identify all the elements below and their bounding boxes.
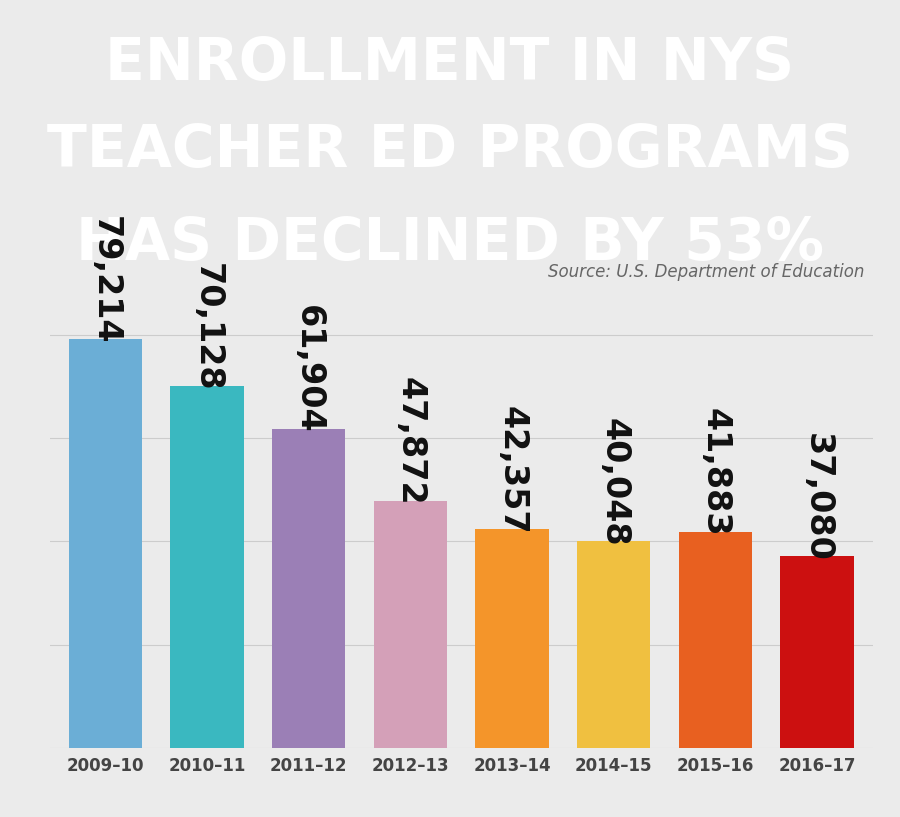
Text: 61,904: 61,904: [292, 305, 325, 434]
Bar: [679, 532, 752, 748]
Text: 40,048: 40,048: [598, 417, 630, 547]
Bar: [272, 429, 346, 748]
Bar: [577, 541, 651, 748]
Text: TEACHER ED PROGRAMS: TEACHER ED PROGRAMS: [47, 123, 853, 179]
Text: 47,872: 47,872: [394, 377, 427, 506]
Text: 41,883: 41,883: [699, 408, 732, 537]
Bar: [68, 339, 142, 748]
Text: 42,357: 42,357: [496, 406, 528, 534]
Text: Source: U.S. Department of Education: Source: U.S. Department of Education: [548, 262, 865, 280]
Bar: [374, 501, 447, 748]
Text: HAS DECLINED BY 53%: HAS DECLINED BY 53%: [76, 215, 824, 272]
Text: ENROLLMENT IN NYS: ENROLLMENT IN NYS: [105, 35, 795, 92]
Text: 37,080: 37,080: [801, 433, 833, 561]
Bar: [780, 556, 854, 748]
Text: 70,128: 70,128: [191, 263, 223, 391]
Bar: [475, 529, 549, 748]
Text: 79,214: 79,214: [89, 216, 122, 345]
Bar: [170, 386, 244, 748]
